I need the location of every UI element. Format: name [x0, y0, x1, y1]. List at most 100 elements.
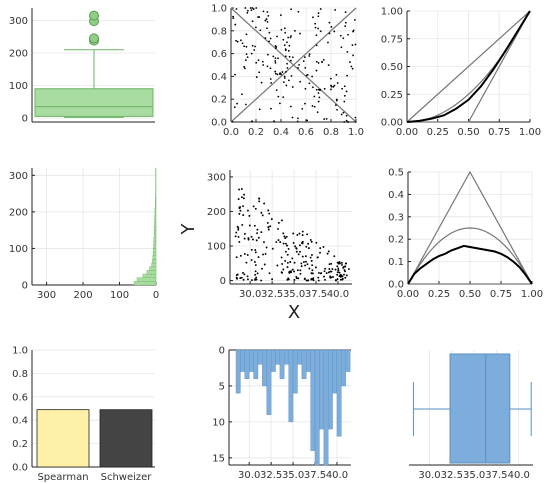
- data-point: [314, 22, 317, 25]
- data-point: [339, 34, 342, 37]
- data-point: [286, 62, 288, 65]
- tick-label-y: 0.00: [381, 118, 403, 129]
- data-point: [287, 79, 290, 82]
- data-point: [282, 38, 285, 41]
- data-point: [280, 256, 283, 259]
- data-point: [255, 239, 258, 242]
- data-point: [246, 56, 249, 58]
- data-point: [256, 232, 258, 235]
- data-point: [297, 253, 300, 256]
- data-point: [286, 266, 289, 269]
- data-point: [330, 84, 332, 87]
- data-point: [300, 265, 303, 268]
- tick-label-y: 0: [22, 114, 28, 125]
- data-point: [340, 113, 343, 116]
- tick-label-x: 0.00: [397, 289, 419, 300]
- data-point: [290, 59, 292, 62]
- data-point: [258, 197, 261, 200]
- data-point: [249, 7, 252, 9]
- data-point: [250, 259, 253, 261]
- data-point: [329, 270, 332, 273]
- data-point: [286, 278, 289, 281]
- data-point: [268, 40, 271, 43]
- data-point: [335, 279, 337, 282]
- tick-label-x: 0.50: [459, 289, 481, 300]
- data-point: [243, 45, 246, 48]
- data-point: [344, 276, 347, 279]
- data-point: [290, 35, 292, 37]
- data-point: [304, 102, 306, 105]
- data-point: [255, 76, 258, 78]
- histogram-bar: [310, 349, 316, 451]
- tick-label-y: 0.2: [12, 439, 28, 450]
- tick-label-x: 35.0: [463, 470, 485, 481]
- data-point: [311, 86, 314, 89]
- data-point: [275, 45, 278, 48]
- data-point: [277, 221, 280, 224]
- histogram-bar: [154, 218, 157, 224]
- histogram-bar: [152, 259, 157, 264]
- data-point: [307, 242, 310, 245]
- data-point: [250, 9, 253, 12]
- data-point: [299, 250, 301, 253]
- histogram-bar: [301, 349, 307, 379]
- data-point: [281, 71, 284, 73]
- data-point: [296, 234, 299, 236]
- data-point: [274, 72, 277, 75]
- tick-label-y: 300: [9, 171, 28, 182]
- data-point: [236, 225, 239, 228]
- data-point: [254, 207, 257, 210]
- data-point: [254, 273, 257, 276]
- data-point: [294, 29, 296, 32]
- tick-label-x: 40.0: [327, 289, 349, 300]
- data-point: [262, 253, 265, 256]
- tick-label-y: 0: [220, 276, 226, 287]
- data-point: [280, 271, 283, 274]
- data-point: [295, 250, 298, 253]
- data-point: [296, 269, 299, 272]
- data-point: [286, 244, 289, 247]
- data-point: [288, 44, 291, 47]
- panel-p2-copula-scatter: 0.0 0.2 0.4 0.6 0.8 1.0 0.0 0.2 0.4 0.6 0.8 1.0: [211, 4, 364, 139]
- tick-label-y: 0: [22, 281, 28, 292]
- data-point: [292, 232, 295, 235]
- data-point: [344, 21, 347, 24]
- box-body: [34, 88, 154, 117]
- histogram-bar: [152, 255, 157, 260]
- data-point: [297, 117, 299, 120]
- tick-label-x: 0.00: [396, 127, 418, 138]
- data-point: [282, 268, 285, 271]
- tick-label-y: 0.0: [211, 118, 227, 129]
- data-point: [250, 235, 253, 238]
- data-point: [243, 65, 245, 68]
- data-point: [244, 67, 246, 70]
- data-point: [343, 121, 346, 123]
- data-point: [344, 262, 347, 265]
- histogram-bar: [323, 349, 329, 466]
- data-point: [314, 26, 317, 29]
- data-point: [240, 188, 243, 190]
- tick-label-y: 0.4: [12, 416, 28, 427]
- data-point: [329, 77, 332, 80]
- data-point: [283, 27, 286, 30]
- data-point: [250, 52, 253, 55]
- outlier-point: [89, 33, 99, 44]
- data-point: [328, 21, 331, 24]
- data-point: [235, 231, 238, 234]
- data-point: [235, 256, 238, 259]
- data-point: [287, 36, 290, 39]
- data-point: [298, 63, 300, 66]
- tick-label-y: 200: [9, 207, 28, 218]
- data-point: [297, 10, 300, 13]
- reference-line: [230, 7, 357, 123]
- data-point: [239, 206, 242, 209]
- histogram-bar: [151, 262, 157, 267]
- data-point: [339, 278, 342, 281]
- data-point: [336, 265, 339, 268]
- data-point: [291, 86, 294, 88]
- data-point: [333, 30, 336, 33]
- reference-curve-parabola: [407, 227, 533, 285]
- data-point: [235, 39, 237, 42]
- category-label: Spearman: [37, 472, 88, 483]
- data-point: [329, 275, 332, 278]
